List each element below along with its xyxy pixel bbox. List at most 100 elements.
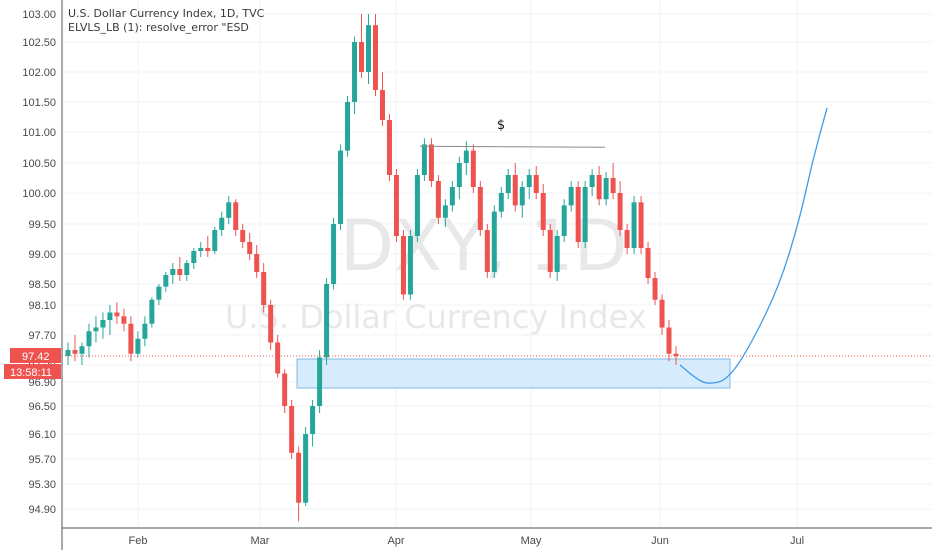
candle[interactable] (163, 272, 169, 292)
candle[interactable] (505, 169, 511, 200)
candle[interactable] (254, 245, 260, 278)
candle[interactable] (659, 294, 665, 336)
candle[interactable] (79, 342, 85, 366)
candle[interactable] (317, 350, 323, 413)
candle[interactable] (156, 284, 162, 305)
candle[interactable] (107, 305, 113, 335)
candle[interactable] (652, 272, 658, 305)
candle-body (142, 323, 148, 339)
candle[interactable] (282, 369, 288, 413)
candle[interactable] (135, 331, 141, 358)
candle[interactable] (624, 224, 630, 254)
candle[interactable] (177, 257, 183, 281)
candle[interactable] (428, 138, 434, 187)
drawings[interactable]: $ (419, 107, 828, 384)
candle[interactable] (142, 316, 148, 347)
candle[interactable] (296, 446, 302, 522)
candle[interactable] (386, 114, 392, 181)
candle[interactable] (435, 175, 441, 224)
candle[interactable] (442, 199, 448, 227)
candle[interactable] (449, 181, 455, 212)
candle[interactable] (491, 205, 497, 278)
candle-body (205, 248, 211, 251)
candle[interactable] (93, 316, 99, 343)
candle[interactable] (219, 211, 225, 236)
candle[interactable] (512, 163, 518, 212)
demand-zone-rect[interactable] (296, 358, 731, 389)
candle[interactable] (414, 169, 420, 242)
candle[interactable] (359, 14, 365, 78)
candle-body (268, 305, 274, 343)
candle[interactable] (310, 400, 316, 447)
candle[interactable] (86, 323, 92, 358)
candle[interactable] (212, 227, 218, 254)
candle[interactable] (366, 14, 372, 84)
candle[interactable] (470, 144, 476, 193)
candle[interactable] (338, 144, 344, 230)
candle[interactable] (372, 14, 378, 96)
candle[interactable] (247, 233, 253, 260)
candle[interactable] (275, 335, 281, 378)
candle[interactable] (547, 224, 553, 278)
candle[interactable] (100, 312, 106, 339)
candle[interactable] (589, 169, 595, 197)
candle[interactable] (568, 181, 574, 212)
candle[interactable] (498, 187, 504, 218)
candle[interactable] (610, 163, 616, 200)
candle[interactable] (379, 72, 385, 126)
candle[interactable] (526, 169, 532, 200)
candle[interactable] (191, 248, 197, 269)
candle[interactable] (603, 172, 609, 206)
candle[interactable] (400, 230, 406, 300)
projection-curve[interactable] (679, 107, 828, 384)
candle[interactable] (303, 427, 309, 506)
candle[interactable] (645, 242, 651, 284)
candle[interactable] (421, 138, 427, 181)
y-tick-label: 102.00 (22, 67, 56, 79)
y-tick-label: 100.00 (22, 188, 56, 200)
candle[interactable] (324, 278, 330, 365)
candle[interactable] (540, 184, 546, 236)
candle[interactable] (352, 36, 358, 114)
candle[interactable] (561, 199, 567, 242)
candle[interactable] (331, 217, 337, 290)
candle[interactable] (575, 181, 581, 248)
candle[interactable] (121, 308, 127, 332)
resistance-line[interactable] (419, 145, 606, 148)
candle[interactable] (533, 166, 539, 200)
candle[interactable] (393, 169, 399, 242)
candle[interactable] (184, 260, 190, 281)
candle[interactable] (128, 316, 134, 362)
candle[interactable] (582, 181, 588, 248)
candle[interactable] (407, 230, 413, 300)
candle[interactable] (233, 199, 239, 236)
candle[interactable] (240, 224, 246, 248)
candle[interactable] (205, 236, 211, 257)
dollar-annotation[interactable]: $ (497, 118, 505, 133)
candle[interactable] (477, 181, 483, 236)
candle[interactable] (226, 196, 232, 224)
candle[interactable] (261, 263, 267, 313)
candle[interactable] (345, 96, 351, 157)
candle[interactable] (673, 346, 679, 365)
candle[interactable] (198, 242, 204, 257)
candle[interactable] (554, 230, 560, 281)
candle[interactable] (149, 297, 155, 328)
demand-zone[interactable] (296, 358, 731, 389)
candle[interactable] (596, 166, 602, 206)
candle[interactable] (456, 156, 462, 200)
candle[interactable] (519, 181, 525, 218)
candle[interactable] (170, 263, 176, 284)
candle[interactable] (114, 302, 120, 324)
candle[interactable] (65, 342, 71, 366)
candle[interactable] (72, 335, 78, 362)
candles[interactable] (65, 14, 679, 522)
candle[interactable] (631, 196, 637, 254)
candle[interactable] (268, 299, 274, 350)
candle[interactable] (638, 196, 644, 254)
candle[interactable] (484, 224, 490, 278)
candle[interactable] (617, 181, 623, 236)
candle[interactable] (666, 320, 672, 362)
candle[interactable] (289, 400, 295, 459)
